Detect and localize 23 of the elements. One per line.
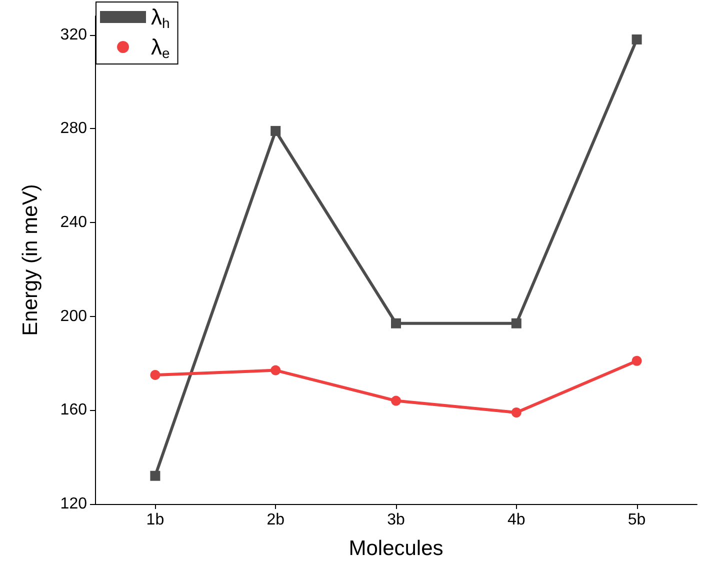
y-tick-label: 240	[60, 214, 88, 231]
x-tick-label: 5b	[628, 512, 646, 528]
point	[511, 408, 522, 418]
point	[391, 318, 401, 328]
x-tick-label: 3b	[387, 512, 405, 528]
point	[632, 356, 642, 366]
y-axis-title: Energy (in meV)	[19, 184, 42, 336]
x-axis-title: Molecules	[348, 537, 444, 560]
x-tick-label: 1b	[146, 512, 164, 528]
x-tick-label: 2b	[266, 512, 285, 528]
y-tick-label: 320	[60, 26, 88, 44]
y-tick-label: 120	[60, 496, 88, 512]
point	[391, 396, 401, 406]
y-tick-label: 160	[60, 402, 88, 419]
point	[270, 126, 281, 136]
x-tick-label: 4b	[508, 512, 526, 528]
point	[150, 470, 160, 481]
point	[270, 365, 281, 376]
point	[511, 318, 522, 328]
y-tick-label: 280	[60, 120, 88, 138]
y-tick-label: 200	[60, 308, 88, 325]
point	[632, 34, 642, 44]
point	[150, 370, 160, 380]
